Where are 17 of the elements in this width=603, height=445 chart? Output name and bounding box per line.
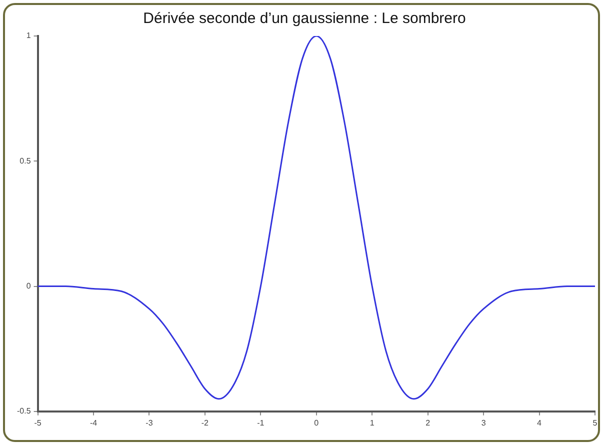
line-series [38,36,595,400]
y-tick-label: 1 [26,31,32,40]
y-tick-label: 0.5 [20,156,32,166]
x-tick-label: -4 [90,418,98,428]
x-tick-label: 3 [481,418,486,428]
x-tick-label: -5 [34,418,42,428]
y-tick-label: -0.5 [16,406,32,416]
chart-title: Dérivée seconde d’un gaussienne : Le sombrero [143,10,466,28]
x-tick-label: 1 [370,418,375,428]
y-tick-label: 0 [26,281,32,290]
x-tick-label: 5 [592,418,598,428]
x-tick-label: 0 [314,418,320,428]
x-tick-label: -3 [146,418,154,428]
x-tick-label: 4 [537,418,542,428]
x-tick-label: -1 [257,418,265,428]
x-tick-label: -2 [201,418,210,428]
x-tick-label: 2 [426,418,431,428]
